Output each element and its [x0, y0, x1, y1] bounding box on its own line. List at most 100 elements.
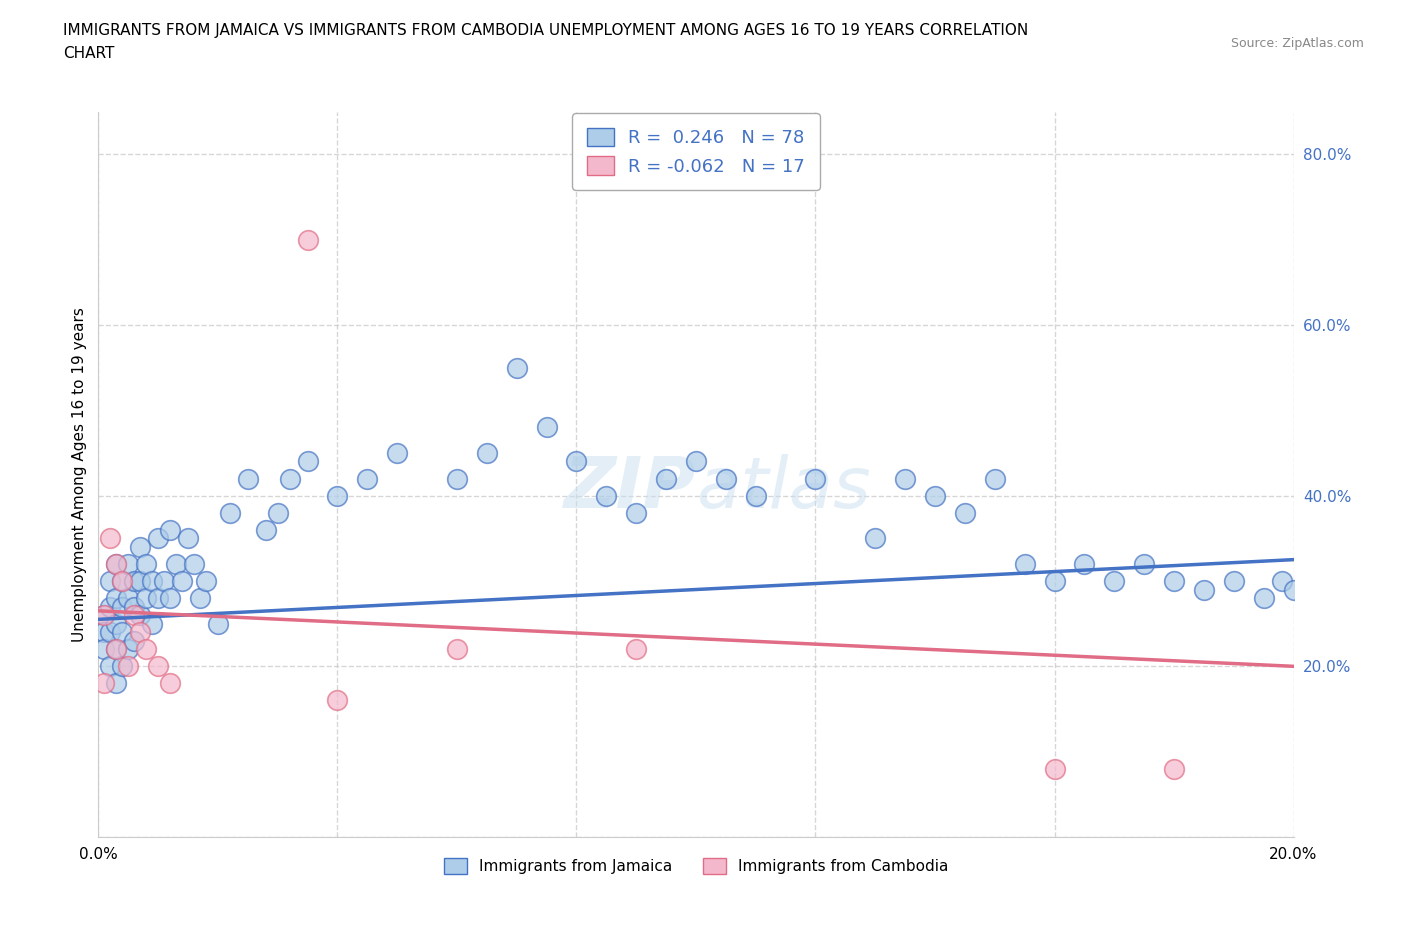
Point	[117, 591, 139, 605]
Point	[117, 556, 139, 571]
Point	[953, 505, 976, 520]
Text: IMMIGRANTS FROM JAMAICA VS IMMIGRANTS FROM CAMBODIA UNEMPLOYMENT AMONG AGES 16 T: IMMIGRANTS FROM JAMAICA VS IMMIGRANTS FR…	[63, 23, 1029, 38]
Point	[135, 556, 157, 571]
Point	[278, 472, 301, 486]
Point	[219, 505, 242, 520]
Point	[159, 676, 181, 691]
Point	[446, 642, 468, 657]
Point	[1043, 574, 1066, 589]
Point	[124, 633, 146, 648]
Point	[124, 599, 146, 614]
Legend: Immigrants from Jamaica, Immigrants from Cambodia: Immigrants from Jamaica, Immigrants from…	[437, 852, 955, 880]
Point	[446, 472, 468, 486]
Point	[804, 472, 827, 486]
Point	[177, 531, 200, 546]
Point	[105, 676, 128, 691]
Text: ZIP: ZIP	[564, 455, 696, 524]
Point	[685, 454, 707, 469]
Point	[207, 617, 229, 631]
Point	[1271, 574, 1294, 589]
Point	[159, 591, 181, 605]
Point	[326, 693, 349, 708]
Point	[714, 472, 737, 486]
Point	[111, 574, 134, 589]
Point	[1043, 762, 1066, 777]
Point	[165, 556, 187, 571]
Point	[93, 642, 115, 657]
Point	[129, 625, 152, 640]
Point	[506, 360, 529, 375]
Point	[297, 232, 319, 247]
Point	[98, 531, 122, 546]
Point	[1253, 591, 1275, 605]
Point	[326, 488, 349, 503]
Point	[745, 488, 768, 503]
Point	[141, 617, 163, 631]
Point	[135, 642, 157, 657]
Point	[1073, 556, 1095, 571]
Point	[1192, 582, 1215, 597]
Point	[124, 607, 146, 622]
Point	[1133, 556, 1156, 571]
Point	[135, 591, 157, 605]
Point	[188, 591, 211, 605]
Point	[98, 625, 122, 640]
Point	[385, 445, 409, 460]
Point	[894, 472, 917, 486]
Point	[129, 607, 152, 622]
Point	[111, 574, 134, 589]
Point	[148, 658, 170, 673]
Point	[356, 472, 378, 486]
Point	[626, 505, 648, 520]
Point	[565, 454, 588, 469]
Point	[626, 642, 648, 657]
Point	[93, 625, 115, 640]
Text: CHART: CHART	[63, 46, 115, 61]
Point	[536, 420, 558, 435]
Point	[117, 642, 139, 657]
Point	[297, 454, 319, 469]
Point	[1014, 556, 1036, 571]
Point	[93, 607, 115, 622]
Point	[124, 574, 146, 589]
Point	[129, 539, 152, 554]
Point	[475, 445, 498, 460]
Point	[1163, 574, 1185, 589]
Point	[105, 556, 128, 571]
Point	[159, 523, 181, 538]
Point	[105, 617, 128, 631]
Point	[105, 642, 128, 657]
Point	[93, 676, 115, 691]
Point	[105, 642, 128, 657]
Point	[655, 472, 678, 486]
Point	[111, 658, 134, 673]
Point	[148, 591, 170, 605]
Point	[93, 607, 115, 622]
Text: atlas: atlas	[696, 455, 870, 524]
Y-axis label: Unemployment Among Ages 16 to 19 years: Unemployment Among Ages 16 to 19 years	[72, 307, 87, 642]
Point	[148, 531, 170, 546]
Point	[111, 599, 134, 614]
Point	[141, 574, 163, 589]
Point	[595, 488, 617, 503]
Point	[105, 591, 128, 605]
Point	[183, 556, 205, 571]
Point	[172, 574, 194, 589]
Point	[1223, 574, 1246, 589]
Point	[1104, 574, 1126, 589]
Point	[153, 574, 176, 589]
Point	[98, 574, 122, 589]
Point	[117, 658, 139, 673]
Point	[924, 488, 946, 503]
Point	[236, 472, 259, 486]
Point	[105, 556, 128, 571]
Point	[1163, 762, 1185, 777]
Point	[865, 531, 887, 546]
Point	[254, 523, 277, 538]
Point	[267, 505, 290, 520]
Text: Source: ZipAtlas.com: Source: ZipAtlas.com	[1230, 37, 1364, 50]
Point	[111, 625, 134, 640]
Point	[129, 574, 152, 589]
Point	[1282, 582, 1305, 597]
Point	[984, 472, 1007, 486]
